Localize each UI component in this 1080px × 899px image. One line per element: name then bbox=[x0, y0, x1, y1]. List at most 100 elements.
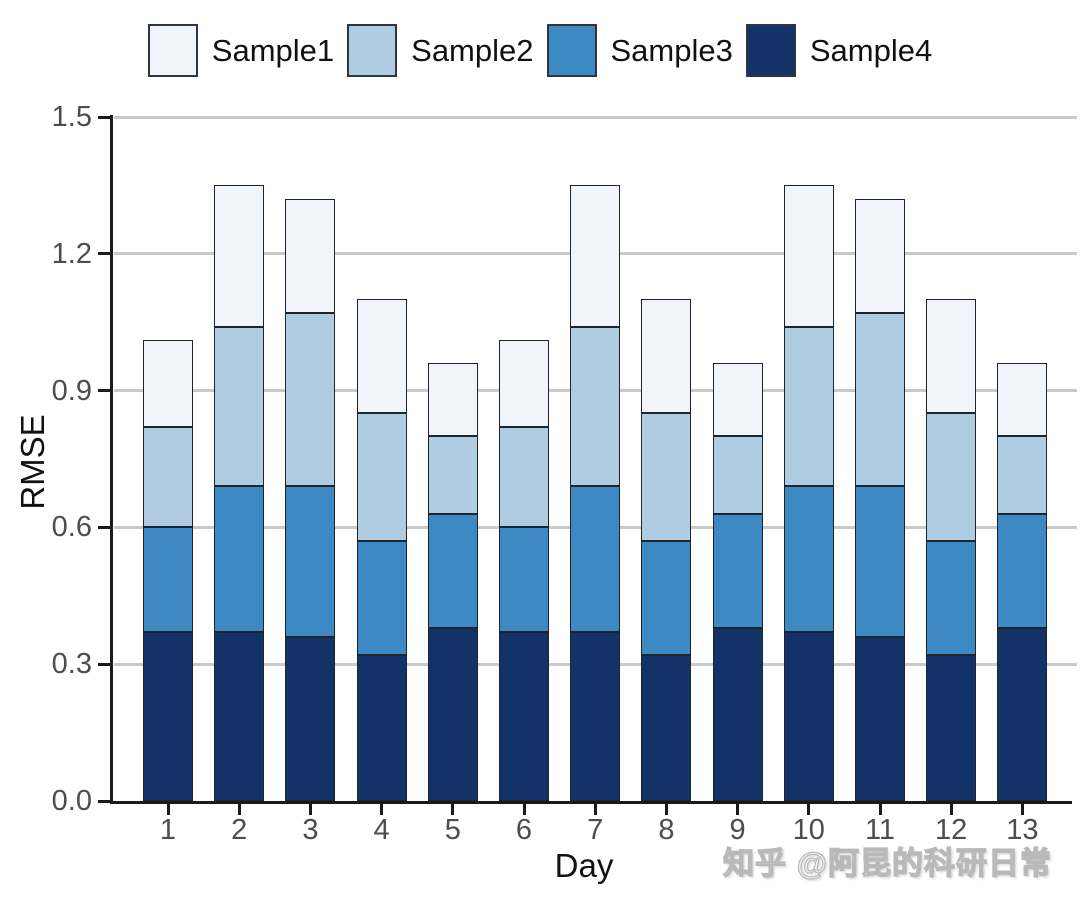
bar-segment-sample4-day-7 bbox=[570, 632, 621, 801]
bar-day-3 bbox=[285, 199, 336, 801]
bar-segment-sample2-day-1 bbox=[143, 427, 193, 528]
x-tick-label-7: 7 bbox=[587, 814, 604, 846]
bar-segment-sample1-day-11 bbox=[855, 199, 905, 314]
bar-segment-sample1-day-10 bbox=[783, 185, 834, 327]
x-tick-7 bbox=[593, 804, 597, 815]
x-tick-6 bbox=[522, 804, 526, 815]
x-tick-12 bbox=[949, 804, 953, 815]
x-tick-1 bbox=[166, 804, 170, 815]
x-tick-10 bbox=[807, 804, 811, 815]
legend: Sample1 Sample2 Sample3 Sample4 bbox=[0, 24, 1080, 77]
gridline-1.5 bbox=[114, 115, 1077, 119]
bar-segment-sample1-day-13 bbox=[997, 363, 1048, 437]
y-tick-0.0 bbox=[98, 799, 110, 803]
bar-day-13 bbox=[997, 363, 1048, 801]
legend-label-sample2: Sample2 bbox=[411, 33, 534, 68]
bar-segment-sample3-day-13 bbox=[997, 513, 1048, 628]
x-tick-label-5: 5 bbox=[444, 814, 461, 846]
bar-segment-sample2-day-3 bbox=[285, 313, 336, 487]
bar-day-7 bbox=[570, 185, 621, 801]
bar-segment-sample3-day-7 bbox=[570, 486, 621, 633]
legend-label-sample3: Sample3 bbox=[610, 33, 733, 68]
bar-segment-sample1-day-8 bbox=[641, 299, 692, 414]
bar-day-5 bbox=[427, 363, 478, 801]
legend-item-sample4: Sample4 bbox=[745, 24, 932, 77]
bar-day-6 bbox=[499, 340, 549, 801]
bar-segment-sample3-day-10 bbox=[783, 486, 834, 633]
x-tick-label-9: 9 bbox=[729, 814, 746, 846]
bar-segment-sample3-day-6 bbox=[499, 527, 549, 633]
bar-segment-sample4-day-4 bbox=[356, 655, 407, 801]
x-tick-label-3: 3 bbox=[302, 814, 319, 846]
y-tick-label-0.0: 0.0 bbox=[51, 785, 92, 817]
bar-segment-sample3-day-8 bbox=[641, 541, 692, 656]
bar-segment-sample2-day-6 bbox=[499, 427, 549, 528]
bar-segment-sample2-day-13 bbox=[997, 436, 1048, 514]
y-tick-label-0.9: 0.9 bbox=[51, 374, 92, 407]
bar-segment-sample1-day-9 bbox=[712, 363, 763, 437]
bar-day-12 bbox=[926, 299, 977, 801]
x-tick-label-10: 10 bbox=[792, 814, 825, 846]
x-tick-label-12: 12 bbox=[935, 814, 968, 846]
y-axis-title: RMSE bbox=[14, 414, 51, 510]
y-tick-label-0.6: 0.6 bbox=[51, 511, 92, 544]
x-tick-label-8: 8 bbox=[658, 814, 675, 846]
bar-day-4 bbox=[356, 299, 407, 801]
bar-segment-sample4-day-10 bbox=[783, 632, 834, 801]
bar-segment-sample2-day-10 bbox=[783, 326, 834, 487]
y-tick-0.9 bbox=[98, 389, 110, 393]
legend-swatch-sample2 bbox=[347, 24, 398, 77]
bar-segment-sample1-day-6 bbox=[499, 340, 549, 428]
bar-segment-sample2-day-12 bbox=[926, 413, 977, 542]
bar-segment-sample4-day-13 bbox=[997, 627, 1048, 801]
x-axis-title: Day bbox=[554, 847, 614, 884]
bar-segment-sample3-day-12 bbox=[926, 541, 977, 656]
bar-segment-sample4-day-12 bbox=[926, 655, 977, 801]
bar-segment-sample2-day-9 bbox=[712, 436, 763, 514]
bar-segment-sample1-day-2 bbox=[214, 185, 265, 327]
x-tick-13 bbox=[1020, 804, 1024, 815]
x-axis-line bbox=[110, 801, 1072, 804]
bar-segment-sample2-day-11 bbox=[855, 313, 905, 487]
bar-segment-sample3-day-3 bbox=[285, 486, 336, 637]
x-tick-9 bbox=[736, 804, 740, 815]
y-tick-1.2 bbox=[98, 252, 110, 256]
bar-segment-sample4-day-8 bbox=[641, 655, 692, 801]
legend-swatch-sample3 bbox=[546, 24, 597, 77]
bar-day-9 bbox=[712, 363, 763, 801]
y-tick-1.5 bbox=[98, 115, 110, 119]
y-tick-label-1.2: 1.2 bbox=[51, 237, 92, 270]
x-tick-label-4: 4 bbox=[373, 814, 390, 846]
x-tick-2 bbox=[237, 804, 241, 815]
y-tick-label-0.3: 0.3 bbox=[51, 648, 92, 681]
bar-segment-sample2-day-7 bbox=[570, 326, 621, 487]
bar-segment-sample4-day-9 bbox=[712, 627, 763, 801]
y-tick-0.6 bbox=[98, 525, 110, 529]
bar-segment-sample1-day-5 bbox=[427, 363, 478, 437]
bar-segment-sample4-day-11 bbox=[855, 636, 905, 801]
legend-label-sample1: Sample1 bbox=[211, 33, 335, 68]
x-tick-label-11: 11 bbox=[864, 814, 896, 846]
bar-segment-sample1-day-7 bbox=[570, 185, 621, 327]
bar-segment-sample4-day-3 bbox=[285, 636, 336, 801]
bar-segment-sample3-day-11 bbox=[855, 486, 905, 637]
x-tick-label-2: 2 bbox=[231, 814, 248, 846]
bar-segment-sample3-day-5 bbox=[427, 513, 478, 628]
bar-segment-sample4-day-5 bbox=[427, 627, 478, 801]
bar-segment-sample4-day-2 bbox=[214, 632, 265, 801]
x-tick-label-13: 13 bbox=[1006, 814, 1039, 846]
bar-segment-sample2-day-8 bbox=[641, 413, 692, 542]
bar-day-10 bbox=[783, 185, 834, 801]
x-tick-label-6: 6 bbox=[515, 814, 533, 846]
bar-segment-sample2-day-5 bbox=[427, 436, 478, 514]
bar-segment-sample1-day-1 bbox=[143, 340, 193, 428]
bar-segment-sample4-day-1 bbox=[143, 632, 193, 801]
bar-segment-sample1-day-12 bbox=[926, 299, 977, 414]
y-axis-line bbox=[110, 115, 113, 804]
bar-segment-sample2-day-4 bbox=[356, 413, 407, 542]
x-tick-8 bbox=[664, 804, 668, 815]
bar-segment-sample3-day-1 bbox=[143, 527, 193, 633]
bar-segment-sample4-day-6 bbox=[499, 632, 549, 801]
bar-day-2 bbox=[214, 185, 265, 801]
